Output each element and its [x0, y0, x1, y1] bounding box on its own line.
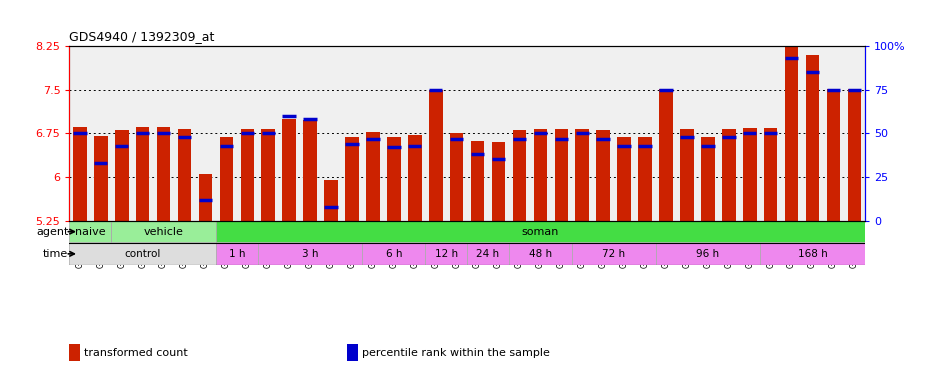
Bar: [722, 129, 735, 220]
Text: 48 h: 48 h: [529, 249, 552, 259]
Text: 12 h: 12 h: [435, 249, 458, 259]
Bar: [471, 141, 485, 220]
Text: naive: naive: [75, 227, 105, 237]
Text: soman: soman: [522, 227, 559, 237]
Bar: [429, 90, 442, 220]
Bar: [216, 243, 258, 265]
Bar: [597, 131, 610, 220]
Text: 96 h: 96 h: [697, 249, 720, 259]
Bar: [408, 135, 422, 220]
Bar: [764, 128, 778, 220]
Bar: [806, 55, 820, 220]
Bar: [69, 243, 216, 265]
Bar: [572, 243, 656, 265]
Bar: [760, 243, 865, 265]
Bar: [426, 243, 467, 265]
Bar: [345, 137, 359, 220]
Text: agent: agent: [36, 227, 68, 237]
Text: 1 h: 1 h: [228, 249, 245, 259]
Bar: [847, 89, 861, 220]
Bar: [325, 180, 338, 220]
Bar: [282, 119, 296, 220]
Bar: [467, 243, 509, 265]
Bar: [262, 129, 275, 220]
Text: control: control: [125, 249, 161, 259]
Text: time: time: [43, 249, 68, 259]
Text: 168 h: 168 h: [797, 249, 828, 259]
Bar: [136, 127, 150, 220]
Text: 6 h: 6 h: [386, 249, 402, 259]
Bar: [69, 221, 111, 242]
Bar: [156, 127, 170, 220]
Bar: [701, 137, 715, 220]
Text: transformed count: transformed count: [84, 348, 188, 358]
Bar: [111, 221, 216, 242]
Bar: [258, 243, 363, 265]
Bar: [617, 137, 631, 220]
Bar: [534, 129, 548, 220]
Bar: [219, 137, 233, 220]
Bar: [366, 132, 380, 220]
Bar: [73, 127, 87, 220]
Bar: [115, 131, 129, 220]
Text: 24 h: 24 h: [476, 249, 500, 259]
Bar: [216, 221, 865, 242]
Bar: [656, 243, 760, 265]
Bar: [94, 136, 107, 220]
Bar: [638, 137, 652, 220]
Bar: [743, 128, 757, 220]
Bar: [387, 137, 401, 220]
Bar: [827, 89, 840, 220]
Bar: [554, 129, 568, 220]
Bar: [575, 129, 589, 220]
Text: vehicle: vehicle: [143, 227, 183, 237]
Text: GDS4940 / 1392309_at: GDS4940 / 1392309_at: [69, 30, 215, 43]
Bar: [660, 89, 672, 220]
Text: 72 h: 72 h: [602, 249, 625, 259]
Bar: [492, 142, 505, 220]
Bar: [240, 129, 254, 220]
Bar: [199, 174, 212, 220]
Text: 3 h: 3 h: [302, 249, 318, 259]
Bar: [784, 37, 798, 220]
Bar: [363, 243, 426, 265]
Bar: [509, 243, 572, 265]
Bar: [303, 120, 317, 220]
Bar: [512, 131, 526, 220]
Bar: [178, 129, 191, 220]
Text: percentile rank within the sample: percentile rank within the sample: [362, 348, 549, 358]
Bar: [680, 129, 694, 220]
Bar: [450, 133, 463, 220]
